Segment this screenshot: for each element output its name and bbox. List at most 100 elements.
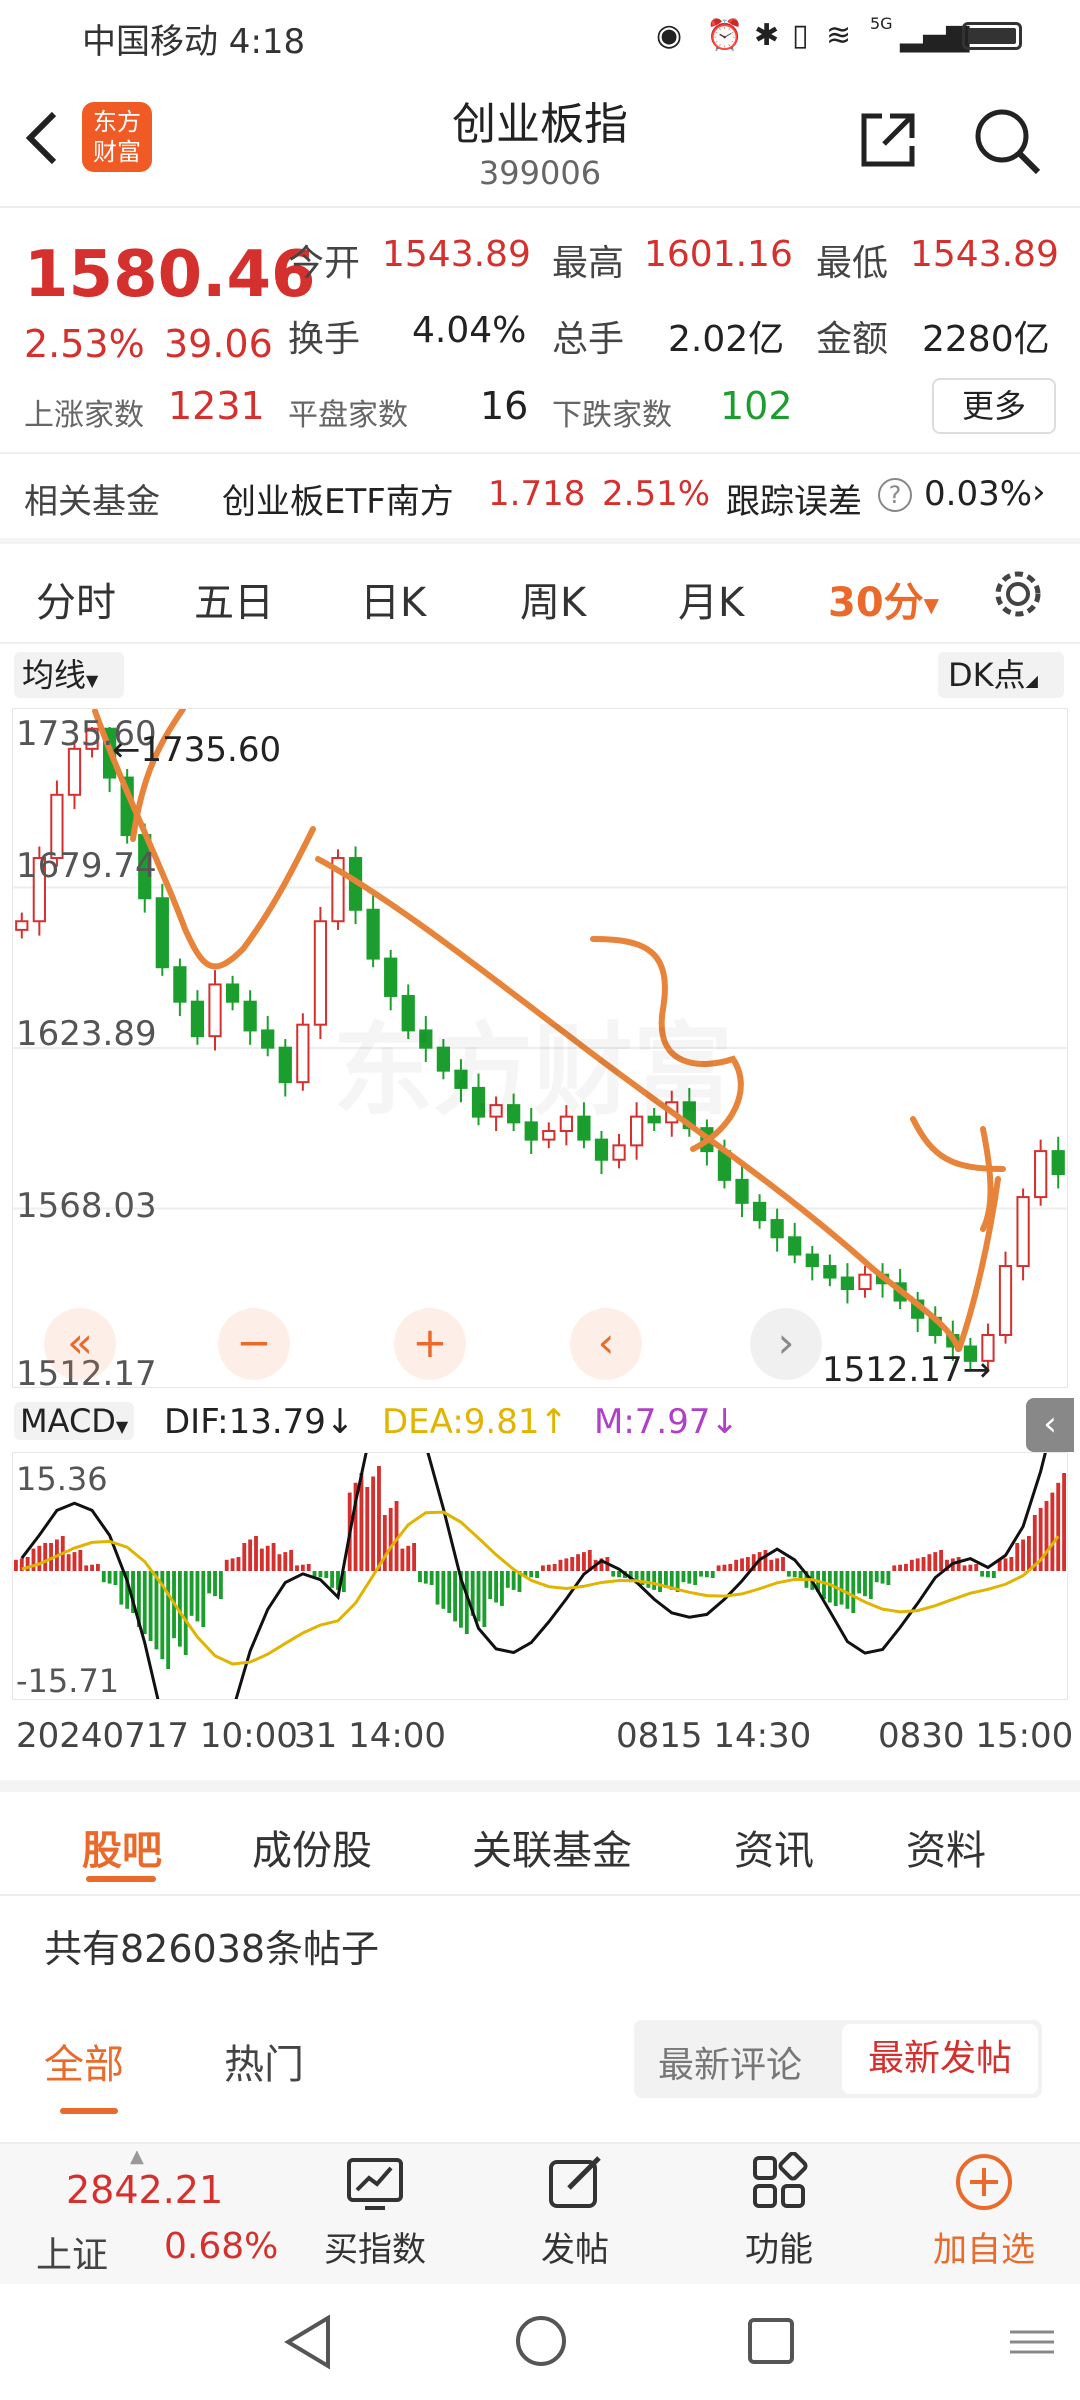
nav-back-icon[interactable] bbox=[282, 2314, 334, 2370]
macd-bar bbox=[1038, 1508, 1043, 1571]
back-icon[interactable] bbox=[22, 110, 62, 166]
high-label: 最高 bbox=[552, 243, 625, 284]
scroll-right-button[interactable]: › bbox=[750, 1308, 822, 1380]
sort-latest-comment[interactable]: 最新评论 bbox=[658, 2045, 803, 2086]
add-watchlist-label: 加自选 bbox=[933, 2230, 1035, 2270]
macd-bar bbox=[324, 1571, 329, 1578]
macd-bar bbox=[997, 1559, 1002, 1571]
macd-bar bbox=[213, 1571, 217, 1597]
tab-30min[interactable]: 30分▼ bbox=[828, 570, 939, 628]
m-text: M:7.97 bbox=[594, 1402, 711, 1442]
macd-y-max: 15.36 bbox=[16, 1460, 108, 1498]
sort-toggle: 最新评论 最新发帖 bbox=[634, 2020, 1042, 2098]
macd-bar bbox=[687, 1571, 692, 1584]
macd-chart[interactable] bbox=[12, 1452, 1068, 1700]
macd-bar bbox=[652, 1571, 657, 1590]
low-marker: 1512.17→ bbox=[822, 1350, 992, 1390]
macd-bar bbox=[898, 1564, 903, 1571]
tab-profile[interactable]: 资料 bbox=[906, 1828, 986, 1874]
nav-recents-icon[interactable] bbox=[746, 2316, 796, 2366]
macd-bar bbox=[136, 1571, 141, 1627]
share-icon[interactable] bbox=[856, 108, 920, 172]
candle-body bbox=[858, 1273, 872, 1291]
macd-bar bbox=[277, 1554, 282, 1571]
macd-bar bbox=[142, 1571, 147, 1634]
macd-bar bbox=[230, 1558, 235, 1571]
macd-bar bbox=[822, 1571, 826, 1599]
zoom-out-button[interactable]: − bbox=[218, 1308, 290, 1380]
arrow-down-icon: ↓ bbox=[325, 1402, 355, 1442]
macd-bar bbox=[113, 1571, 118, 1585]
post-button[interactable]: 发帖 bbox=[510, 2152, 640, 2271]
help-icon[interactable]: ? bbox=[878, 478, 912, 512]
index-quote-widget[interactable]: ▲ 2842.21 上证 0.68% bbox=[0, 2144, 290, 2284]
annotation-stroke bbox=[956, 1176, 1001, 1352]
candle-body bbox=[542, 1129, 556, 1141]
more-button[interactable]: 更多 bbox=[932, 378, 1056, 434]
tab-daily-k[interactable]: 日K bbox=[360, 580, 427, 626]
tab-news[interactable]: 资讯 bbox=[734, 1828, 814, 1874]
macd-bar bbox=[365, 1487, 370, 1571]
status-icons: ◉ ⏰ ✱ ▯ ≋ 5G ▂▄▆ bbox=[656, 14, 1046, 54]
macd-bar bbox=[564, 1558, 569, 1571]
tab-constituents[interactable]: 成份股 bbox=[252, 1828, 372, 1874]
tab-weekly-k[interactable]: 周K bbox=[520, 580, 587, 626]
related-fund-row[interactable]: 相关基金 创业板ETF南方 1.718 2.51% 跟踪误差 ? 0.03% › bbox=[0, 456, 1080, 536]
macd-bar bbox=[119, 1571, 124, 1605]
macd-bar bbox=[546, 1564, 551, 1571]
candle-body bbox=[577, 1115, 591, 1141]
turnover-value: 4.04% bbox=[412, 310, 527, 351]
flat-count: 16 bbox=[480, 384, 529, 428]
macd-bar bbox=[939, 1550, 944, 1571]
macd-bar bbox=[406, 1545, 411, 1571]
candle-body bbox=[788, 1236, 802, 1256]
sort-latest-post[interactable]: 最新发帖 bbox=[842, 2024, 1038, 2094]
macd-bar bbox=[962, 1565, 967, 1571]
macd-bar bbox=[131, 1571, 135, 1613]
x-tick-2: 31 14:00 bbox=[294, 1716, 447, 1756]
dk-point-button[interactable]: DK点◢ bbox=[938, 652, 1064, 698]
chevron-right-icon[interactable]: › bbox=[1032, 472, 1046, 512]
macd-bar bbox=[617, 1571, 621, 1578]
macd-bar bbox=[259, 1548, 264, 1571]
x-tick-4: 0830 15:00 bbox=[878, 1716, 1074, 1756]
collapse-panel-button[interactable]: ‹ bbox=[1026, 1398, 1074, 1452]
tab-five-day[interactable]: 五日 bbox=[194, 580, 274, 626]
fund-name[interactable]: 创业板ETF南方 bbox=[222, 482, 454, 522]
macd-bar bbox=[728, 1564, 733, 1571]
posts-count: 共有826038条帖子 bbox=[44, 1927, 380, 1971]
high-marker: ←1735.60 bbox=[112, 730, 282, 770]
filter-hot[interactable]: 热门 bbox=[224, 2042, 304, 2088]
candle-body bbox=[471, 1086, 486, 1118]
macd-bar bbox=[781, 1557, 785, 1571]
dea-line bbox=[21, 1510, 1060, 1666]
open-label: 今开 bbox=[288, 243, 361, 284]
tab-monthly-k[interactable]: 月K bbox=[678, 580, 745, 626]
tab-related-funds[interactable]: 关联基金 bbox=[472, 1828, 632, 1874]
tab-guba[interactable]: 股吧 bbox=[82, 1828, 162, 1874]
nav-home-icon[interactable] bbox=[514, 2314, 568, 2368]
candle-body bbox=[559, 1115, 573, 1132]
zoom-in-button[interactable]: + bbox=[394, 1308, 466, 1380]
macd-selector[interactable]: MACD▼ bbox=[14, 1402, 135, 1440]
macd-bar bbox=[66, 1554, 71, 1571]
gear-icon[interactable] bbox=[990, 566, 1046, 622]
macd-bar bbox=[956, 1557, 961, 1571]
add-watchlist-button[interactable]: 加自选 bbox=[914, 2152, 1054, 2271]
annotation-stroke bbox=[130, 709, 186, 842]
tab-intraday[interactable]: 分时 bbox=[36, 580, 116, 626]
ma-label: 均线 bbox=[22, 656, 87, 694]
caret-down-icon: ▼ bbox=[115, 1417, 129, 1436]
ma-selector[interactable]: 均线▼ bbox=[14, 652, 124, 698]
filter-all[interactable]: 全部 bbox=[44, 2042, 124, 2088]
candle-body bbox=[278, 1046, 292, 1084]
function-button[interactable]: 功能 bbox=[714, 2152, 844, 2271]
macd-bar bbox=[289, 1550, 294, 1571]
scroll-far-left-button[interactable]: « bbox=[44, 1308, 116, 1380]
buy-index-button[interactable]: 买指数 bbox=[310, 2152, 440, 2271]
nav-menu-icon[interactable] bbox=[1010, 2328, 1054, 2358]
scroll-left-button[interactable]: ‹ bbox=[570, 1308, 642, 1380]
arrow-up-icon: ↑ bbox=[539, 1402, 568, 1442]
search-icon[interactable] bbox=[972, 106, 1044, 178]
